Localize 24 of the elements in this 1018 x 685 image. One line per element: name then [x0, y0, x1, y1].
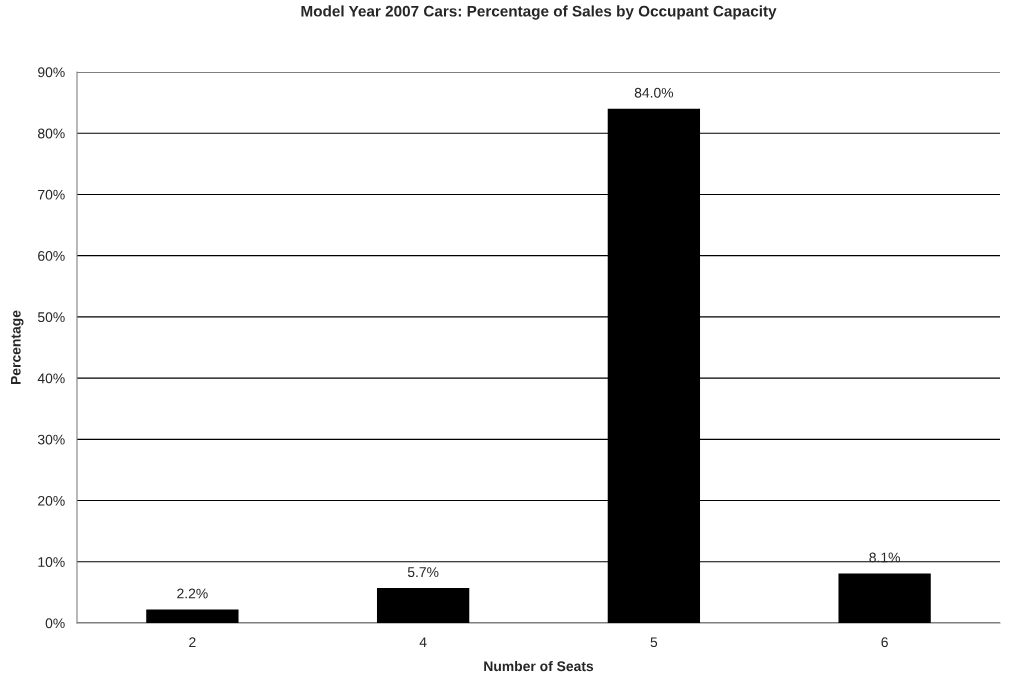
data-label: 8.1%	[869, 552, 900, 563]
x-tick-label: 4	[419, 637, 427, 647]
bar	[838, 573, 931, 623]
y-tick-label: 40%	[37, 373, 65, 384]
x-tick-label: 6	[881, 637, 888, 648]
data-label: 84.0%	[634, 87, 674, 98]
y-tick-label: 70%	[38, 189, 65, 200]
bar	[376, 588, 470, 623]
y-tick-label: 30%	[37, 434, 65, 445]
x-tick-label: 5	[650, 637, 658, 648]
y-tick-label: 90%	[38, 67, 65, 78]
y-tick-label: 80%	[38, 128, 65, 139]
chart-title: Model Year 2007 Cars: Percentage of Sales by Occupant Capacity	[301, 5, 777, 20]
y-tick-label: 0%	[45, 618, 65, 629]
y-tick-label: 50%	[37, 312, 65, 323]
y-axis-title: Percentage	[11, 310, 24, 385]
y-tick-label: 10%	[38, 557, 65, 567]
data-label: 2.2%	[177, 588, 208, 599]
data-label: 5.7%	[407, 567, 439, 578]
y-tick-label: 20%	[38, 495, 65, 506]
x-axis-title: Number of Seats	[484, 660, 594, 672]
y-tick-label: 60%	[38, 251, 65, 261]
bar	[146, 609, 239, 623]
x-tick-label: 2	[189, 637, 196, 647]
